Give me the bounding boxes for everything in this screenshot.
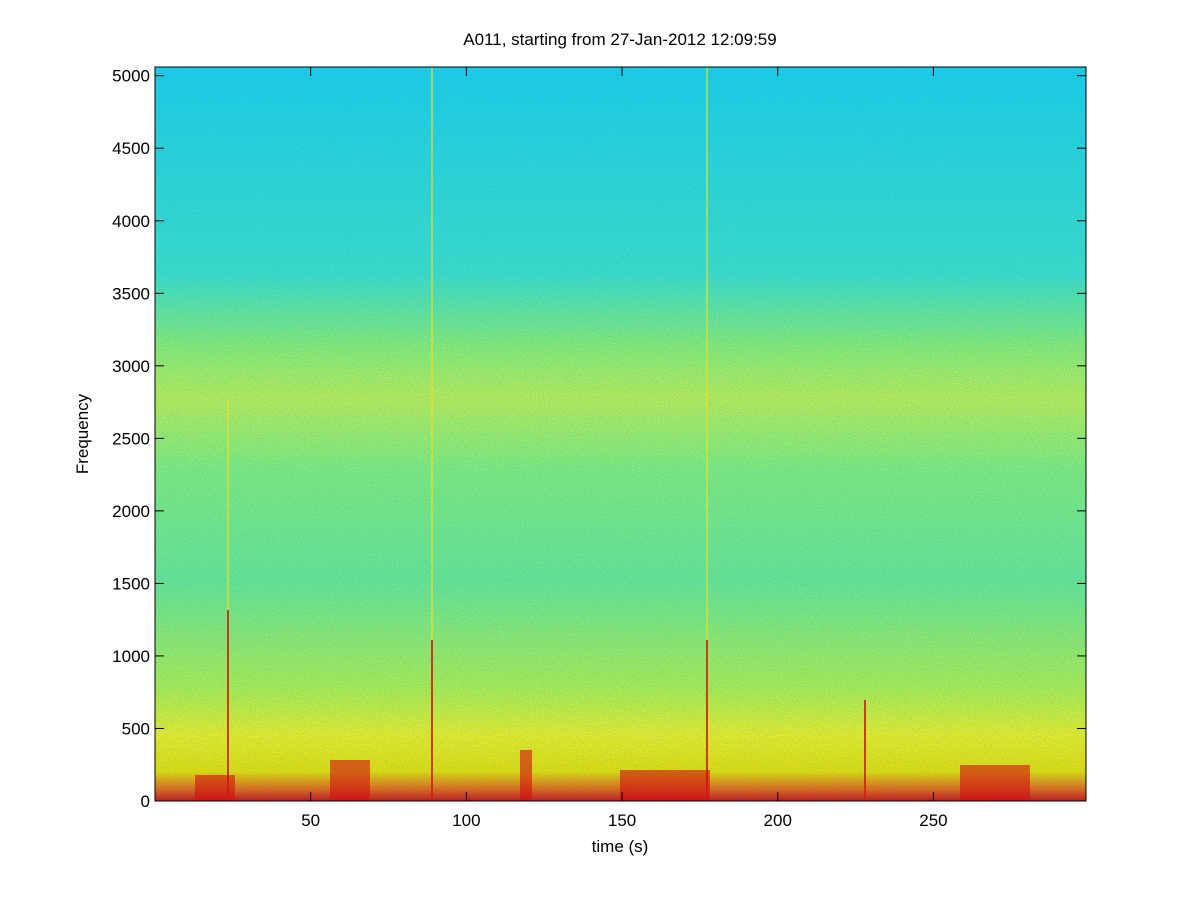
chart-title: A011, starting from 27-Jan-2012 12:09:59 — [463, 30, 776, 49]
y-tick-label: 4000 — [112, 212, 150, 231]
plot-frame — [154, 66, 1087, 802]
x-tick-label: 50 — [301, 811, 320, 830]
y-axis-label: Frequency — [73, 393, 92, 474]
y-tick-label: 5000 — [112, 67, 150, 86]
spectrogram-image — [155, 67, 1086, 801]
y-tick-label: 2500 — [112, 429, 150, 448]
y-tick-label: 1500 — [112, 574, 150, 593]
x-tick-label: 150 — [608, 811, 636, 830]
x-tick-label: 100 — [452, 811, 480, 830]
y-tick-label: 500 — [122, 719, 150, 738]
y-tick-label: 3500 — [112, 284, 150, 303]
x-tick-label: 200 — [764, 811, 792, 830]
y-tick-label: 4500 — [112, 139, 150, 158]
y-tick-label: 1000 — [112, 647, 150, 666]
x-tick-label: 250 — [919, 811, 947, 830]
y-tick-label: 0 — [141, 792, 150, 811]
y-tick-label: 2000 — [112, 502, 150, 521]
y-tick-label: 3000 — [112, 357, 150, 376]
x-axis-label: time (s) — [592, 837, 649, 856]
